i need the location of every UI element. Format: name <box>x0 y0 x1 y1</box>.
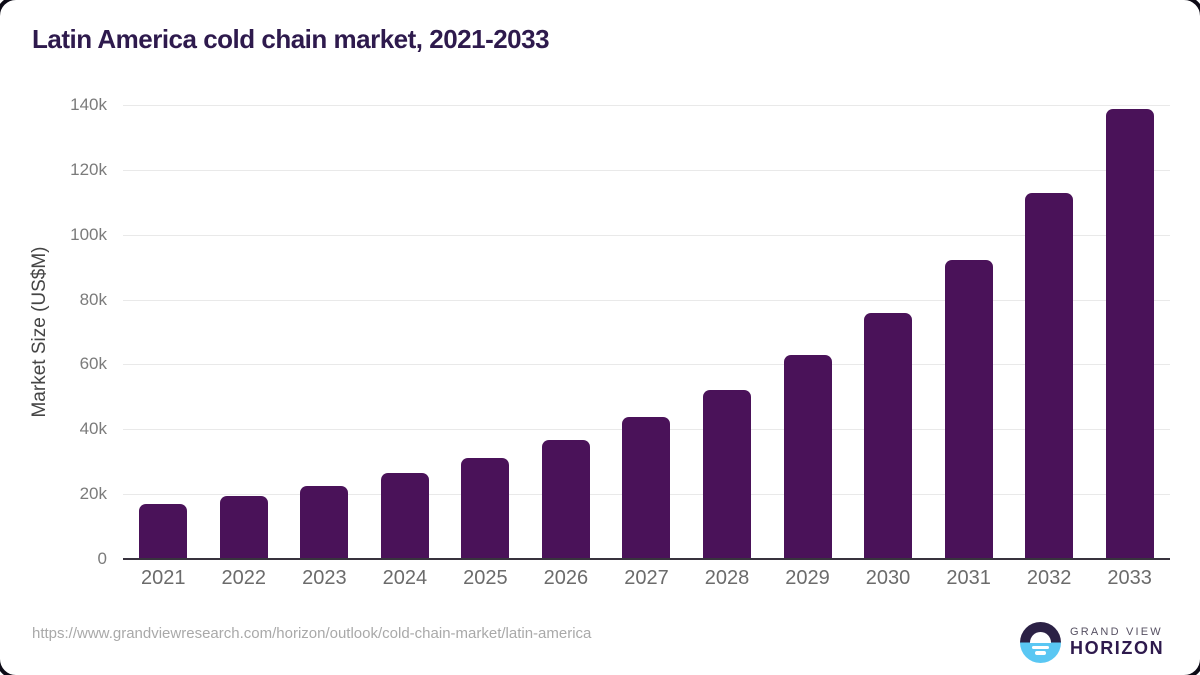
bar-2025 <box>461 458 510 559</box>
horizon-line-icon <box>1035 651 1046 655</box>
plot-area <box>123 105 1170 559</box>
bar-slot-2033 <box>1089 105 1170 559</box>
bar-slot-2023 <box>284 105 365 559</box>
bar-slot-2029 <box>767 105 848 559</box>
gridline-140k <box>123 105 1170 106</box>
gridline-100k <box>123 234 1170 236</box>
brand-name-horizon: HORIZON <box>1070 638 1165 659</box>
bar-2027 <box>622 417 671 559</box>
x-tick-label-2032: 2032 <box>1026 567 1072 589</box>
bar-2021 <box>139 504 188 559</box>
y-tick-label-0: 0 <box>97 549 107 568</box>
gridline-120k <box>123 169 1170 171</box>
x-tick-label-2030: 2030 <box>865 567 911 589</box>
x-tick-label-2026: 2026 <box>543 567 589 589</box>
y-tick-label-20k: 20k <box>79 484 107 504</box>
gridline-80k <box>123 299 1170 301</box>
x-tick-label-2024: 2024 <box>382 567 428 589</box>
bar-2033 <box>1105 109 1154 559</box>
y-tick-label-140k: 140k <box>70 95 107 114</box>
bar-2022 <box>219 496 268 559</box>
x-tick-label-2022: 2022 <box>221 567 267 589</box>
bar-slot-2024 <box>365 105 446 559</box>
bar-slot-2021 <box>123 105 204 559</box>
bar-2028 <box>702 390 751 559</box>
brand-logo: GRAND VIEW HORIZON <box>1020 622 1164 663</box>
x-tick-label-2023: 2023 <box>302 567 347 589</box>
sun-icon <box>1030 632 1051 643</box>
source-url: https://www.grandviewresearch.com/horizo… <box>32 625 592 642</box>
bar-2026 <box>541 440 590 559</box>
x-tick-labels: 2021 2022 2023 2024 2025 2026 2027 2028 2029 2030… <box>123 567 1170 590</box>
y-tick-label-80k: 80k <box>79 289 107 309</box>
grand-view-horizon-logo-icon <box>1020 622 1061 663</box>
brand-name-grand-view: GRAND VIEW <box>1070 625 1163 638</box>
horizon-line-icon <box>1032 645 1049 649</box>
bar-2024 <box>380 473 429 559</box>
chart-title: Latin America cold chain market, 2021-20… <box>32 24 550 54</box>
bar-slot-2028 <box>687 105 768 559</box>
bar-slot-2032 <box>1009 105 1090 559</box>
bar-slot-2031 <box>928 105 1009 559</box>
x-tick-label-2033: 2033 <box>1107 567 1152 589</box>
brand-text: GRAND VIEW HORIZON <box>1070 626 1164 659</box>
x-tick-label-2021: 2021 <box>141 567 186 589</box>
x-tick-label-2027: 2027 <box>624 567 669 589</box>
x-tick-label-2031: 2031 <box>946 567 991 589</box>
y-tick-label-40k: 40k <box>79 419 107 439</box>
x-tick-label-2025: 2025 <box>463 567 508 589</box>
bar-slot-2027 <box>606 105 687 559</box>
bar-2023 <box>300 486 349 559</box>
bar-2029 <box>783 355 832 559</box>
bar-2031 <box>944 260 993 559</box>
x-tick-label-2028: 2028 <box>704 567 750 589</box>
y-tick-labels: 0 20k 40k 60k 80k 100k 120k 140k <box>0 95 107 568</box>
x-axis-line <box>123 558 1170 560</box>
bar-2030 <box>864 313 913 559</box>
bars-container <box>123 105 1170 559</box>
x-tick-label-2029: 2029 <box>785 567 830 589</box>
y-tick-label-120k: 120k <box>70 159 107 179</box>
y-tick-label-60k: 60k <box>79 354 107 374</box>
bar-slot-2030 <box>848 105 929 559</box>
bar-2032 <box>1025 193 1074 559</box>
bar-slot-2026 <box>526 105 607 559</box>
y-tick-label-100k: 100k <box>70 224 107 244</box>
bar-slot-2022 <box>204 105 285 559</box>
bar-slot-2025 <box>445 105 526 559</box>
gridline-60k <box>123 364 1170 366</box>
